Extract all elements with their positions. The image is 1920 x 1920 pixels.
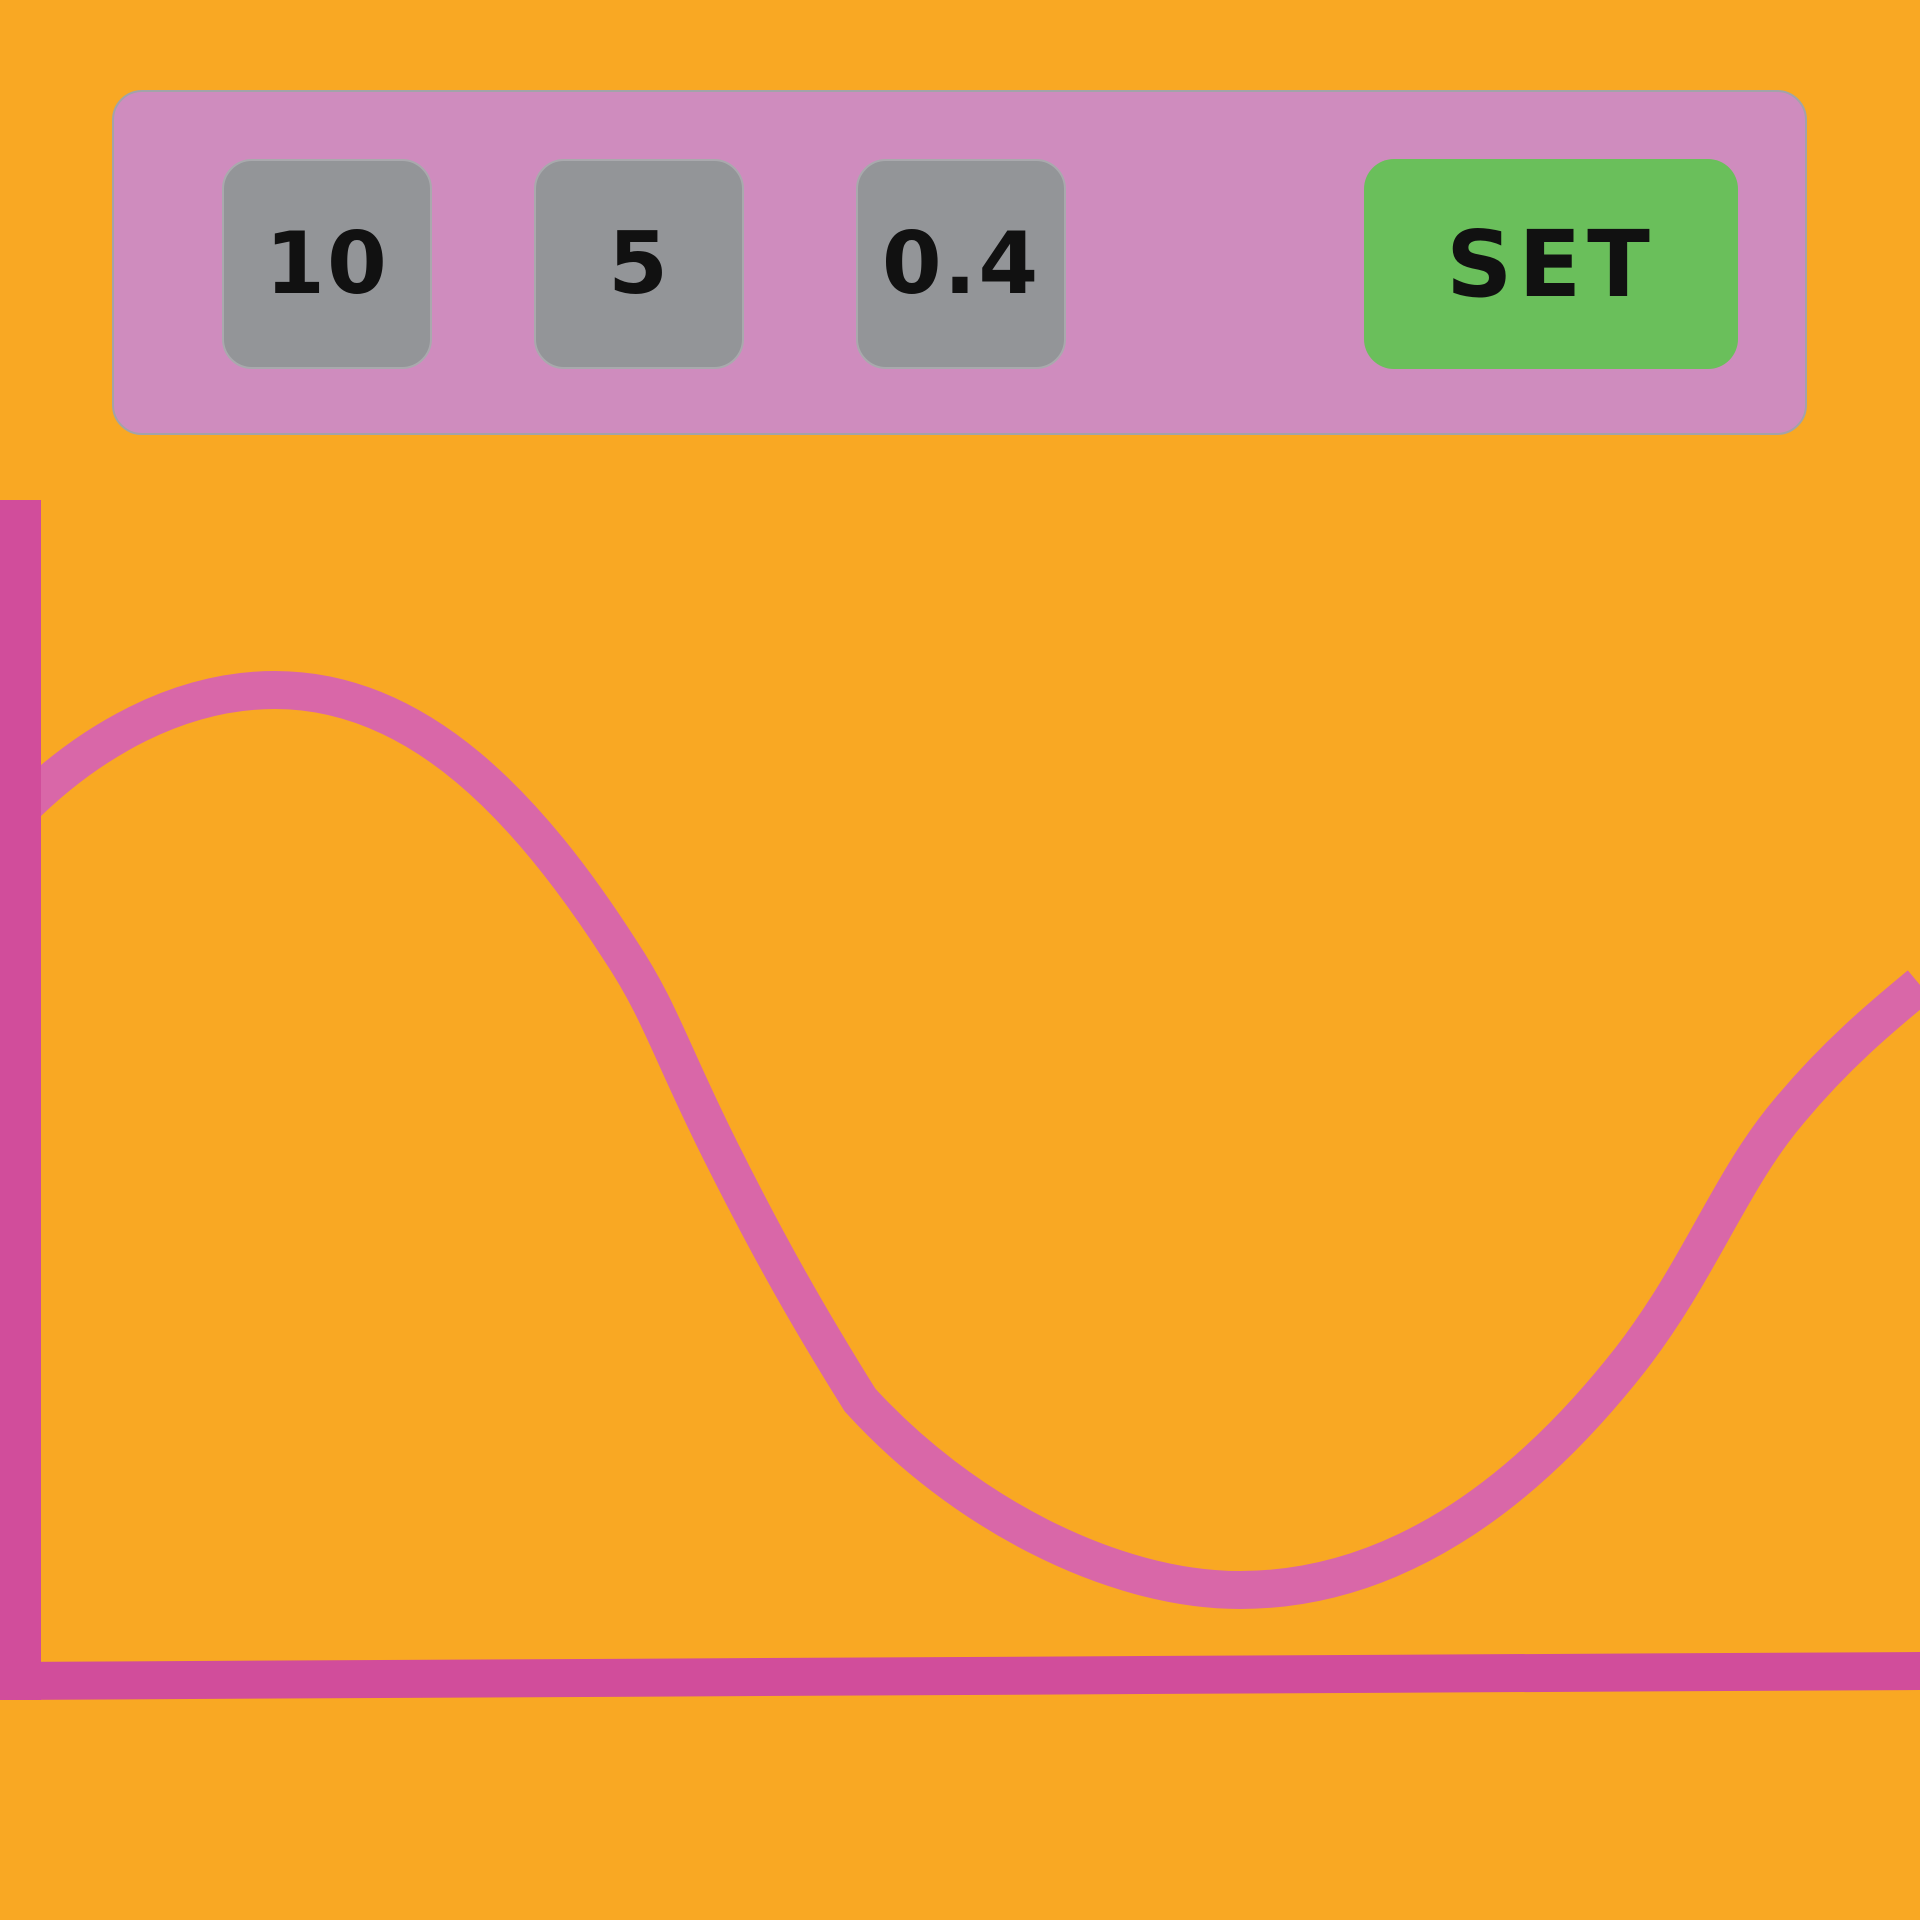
param-3-field[interactable]: 0.4 bbox=[856, 159, 1066, 369]
set-button[interactable]: SET bbox=[1364, 159, 1738, 369]
x-axis bbox=[0, 1652, 1920, 1700]
param-2-value: 5 bbox=[608, 214, 670, 314]
param-1-value: 10 bbox=[265, 214, 389, 314]
param-3-value: 0.4 bbox=[881, 214, 1041, 314]
param-1-field[interactable]: 10 bbox=[222, 159, 432, 369]
wave-curve bbox=[6, 671, 1920, 1609]
y-axis bbox=[0, 500, 41, 1700]
control-panel: 10 5 0.4 SET bbox=[112, 90, 1807, 435]
set-button-label: SET bbox=[1446, 210, 1656, 318]
param-2-field[interactable]: 5 bbox=[534, 159, 744, 369]
